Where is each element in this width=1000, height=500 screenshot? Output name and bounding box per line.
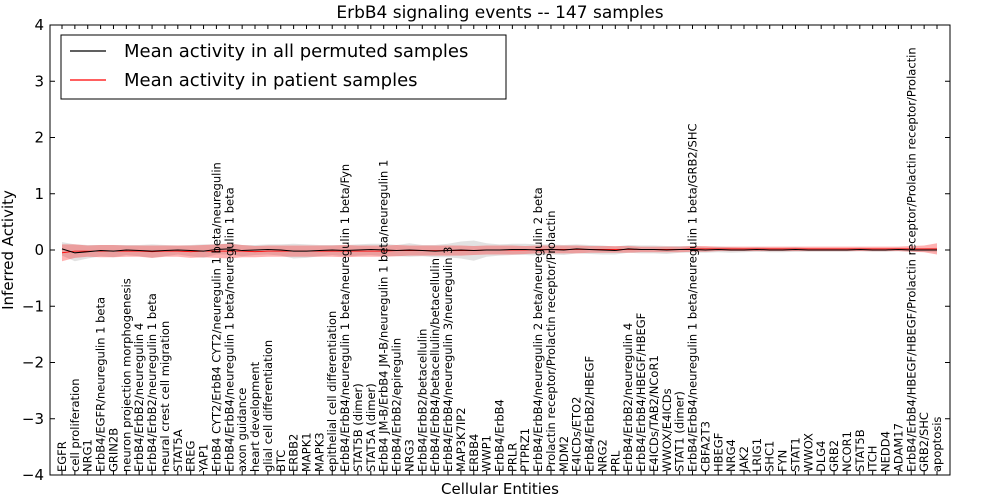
x-tick-label: NRG4 xyxy=(724,439,738,472)
x-tick-label: GRB2 xyxy=(827,440,841,472)
legend-label-permuted: Mean activity in all permuted samples xyxy=(124,41,468,62)
x-tick-label: ErbB4/ErbB4/neuregulin 2 beta/neuregulin… xyxy=(531,187,545,472)
y-tick-label: −1 xyxy=(22,297,44,315)
confidence-bands xyxy=(62,240,937,262)
x-tick-label: E4ICDs/ETO2 xyxy=(570,397,584,472)
line-permuted xyxy=(61,248,937,254)
x-tick-label: ERBB4 xyxy=(467,434,481,472)
x-tick-label: ErbB4/ErbB2/epiregulin xyxy=(390,338,404,472)
y-tick-label: −4 xyxy=(22,466,44,484)
x-tick-label: DLG4 xyxy=(814,441,828,473)
x-tick-label: EREG xyxy=(184,441,198,472)
x-tick-label: STAT1 xyxy=(788,437,802,472)
x-tick-label: heart development xyxy=(248,361,262,472)
x-tick-label: PRL xyxy=(608,450,622,472)
x-tick-label: SHC1 xyxy=(763,441,777,472)
y-tick-label: 0 xyxy=(34,241,44,259)
x-tick-label: ErbB4/ErbB2/neuregulin 4 xyxy=(132,323,146,472)
y-axis-ticks: −4 −3 −2 −1 0 1 2 3 4 xyxy=(22,16,950,484)
x-tick-label: ErbB4/ErbB2/neuregulin 4 xyxy=(621,323,635,472)
x-tick-label: ITCH xyxy=(866,446,880,472)
x-tick-label: ADAM17 xyxy=(891,423,905,472)
x-tick-label: HBEGF xyxy=(711,433,725,472)
band-patient xyxy=(62,243,937,262)
x-tick-label: CBFA2T3 xyxy=(698,421,712,472)
x-tick-label: STAT5B xyxy=(853,429,867,472)
x-tick-label: WWP1 xyxy=(480,435,494,472)
x-tick-label: neuron projection morphogenesis xyxy=(119,278,133,472)
x-tick-label: NEDD4 xyxy=(879,431,893,472)
x-tick-label: ErbB4/ErbB4/neuregulin 1 beta/neuregulin… xyxy=(686,123,700,472)
x-tick-label: WWOX/E4ICDs xyxy=(660,388,674,472)
x-tick-label: ErbB4/EGFR/neuregulin 1 beta xyxy=(94,297,108,472)
x-tick-label: JAK2 xyxy=(737,446,751,473)
x-tick-label: LRIG1 xyxy=(750,438,764,472)
y-tick-label: 4 xyxy=(34,16,44,34)
x-axis-label: Cellular Entities xyxy=(441,480,559,498)
x-tick-label: STAT5A (dimer) xyxy=(364,383,378,472)
x-tick-label: ErbB4/ErbB2/HBEGF xyxy=(583,356,597,472)
x-tick-label: axon guidance xyxy=(235,388,249,472)
x-tick-label: YAP1 xyxy=(197,444,211,473)
x-tick-label: WWOX xyxy=(801,433,815,472)
x-tick-label: ErbB4 CYT2/ErbB4 CYT2/neuregulin 1 beta/… xyxy=(209,162,223,472)
y-tick-label: 1 xyxy=(34,185,44,203)
x-tick-label: MDM2 xyxy=(557,436,571,472)
x-tick-label: apoptosis xyxy=(930,417,944,472)
x-tick-label: NRG1 xyxy=(81,439,95,472)
x-tick-label: ErbB4/ErbB4/neuregulin 1 beta/neuregulin… xyxy=(222,187,236,472)
x-tick-label: ErbB4/ErbB2/betacellulin xyxy=(415,329,429,472)
legend-label-patient: Mean activity in patient samples xyxy=(124,70,418,91)
x-tick-label: ErbB4/ErbB4/HBEGF/HBEGF/Prolactin recept… xyxy=(904,47,918,472)
x-tick-label: BTC xyxy=(274,450,288,472)
x-tick-label: MAPK3 xyxy=(312,432,326,472)
x-tick-label: cell proliferation xyxy=(68,378,82,472)
x-tick-label: ErbB4/ErbB4/betacellulin/betacellulin xyxy=(428,258,442,472)
x-tick-label: STAT1 (dimer) xyxy=(673,391,687,472)
x-tick-label: EGFR xyxy=(55,441,69,472)
chart-title: ErbB4 signaling events -- 147 samples xyxy=(336,3,663,23)
x-tick-label: epithelial cell differentiation xyxy=(325,311,339,472)
x-tick-label: ERBB2 xyxy=(287,434,301,472)
x-tick-label: STAT5B (dimer) xyxy=(351,383,365,472)
x-tick-label: glial cell differentiation xyxy=(261,340,275,472)
x-tick-label: NRG3 xyxy=(402,439,416,472)
y-tick-label: −2 xyxy=(22,354,44,372)
legend: Mean activity in all permuted samples Me… xyxy=(60,34,507,100)
x-tick-label: GRIN2B xyxy=(106,428,120,472)
x-tick-label: MAPK1 xyxy=(299,432,313,472)
x-tick-label: GRB2/SHC xyxy=(917,412,931,472)
x-tick-label: PTPRZ1 xyxy=(518,428,532,472)
y-tick-label: −3 xyxy=(22,410,44,428)
x-tick-label: ErbB4/ErbB4/neuregulin 3/neuregulin 3 xyxy=(441,246,455,472)
legend-box xyxy=(60,34,507,100)
y-tick-label: 2 xyxy=(34,129,44,147)
x-tick-label: NRG2 xyxy=(595,439,609,472)
y-axis-label: Inferred Activity xyxy=(0,190,17,310)
x-tick-label: Prolactin receptor/Prolactin receptor/Pr… xyxy=(544,210,558,472)
x-tick-label: ErbB4/ErbB4 xyxy=(493,399,507,472)
x-tick-label: NCOR1 xyxy=(840,431,854,472)
x-tick-label: ErbB4/ErbB2/neuregulin 1 beta xyxy=(145,293,159,472)
x-tick-label: ErbB4/ErbB4/neuregulin 1 beta/neuregulin… xyxy=(338,164,352,472)
y-tick-label: 3 xyxy=(34,72,44,90)
x-tick-label: ErbB4 JM-B/ErbB4 JM-B/neuregulin 1 beta/… xyxy=(377,160,391,472)
band-permuted xyxy=(62,240,937,262)
x-tick-label: E4ICDs/TAB2/NCoR1 xyxy=(647,355,661,472)
plot-frame xyxy=(49,24,951,476)
x-tick-label: PRLR xyxy=(505,443,519,472)
x-tick-label: MAP3K7IP2 xyxy=(454,407,468,472)
x-tick-label: FYN xyxy=(776,450,790,472)
x-tick-label: neural crest cell migration xyxy=(158,321,172,472)
x-tick-label: STAT5A xyxy=(171,429,185,472)
series-lines xyxy=(61,248,937,254)
x-tick-label: ErbB4/ErbB4/HBEGF/HBEGF xyxy=(634,313,648,472)
